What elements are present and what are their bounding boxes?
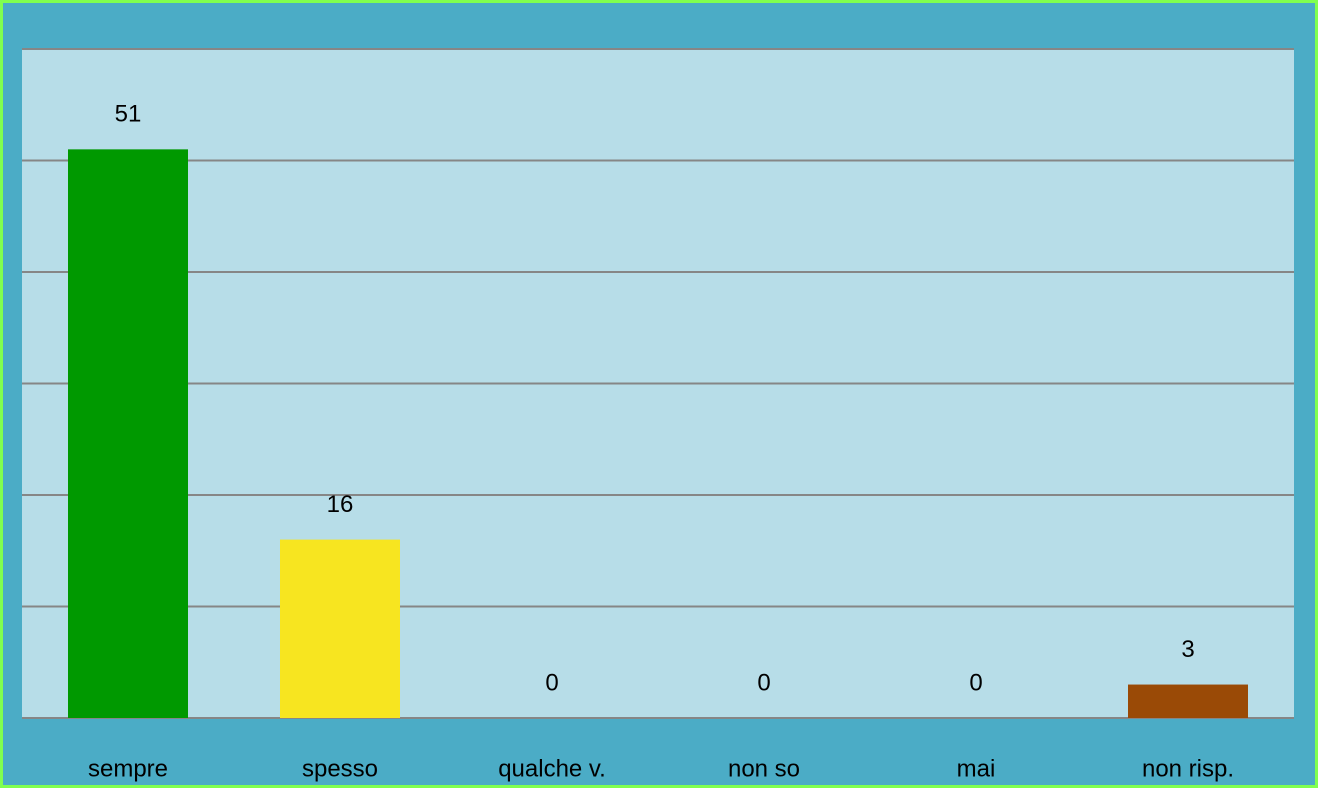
- x-tick-label: non risp.: [1142, 755, 1234, 782]
- data-label: 51: [115, 101, 142, 128]
- bar: [280, 539, 400, 718]
- bar: [1128, 684, 1248, 718]
- data-label: 0: [757, 669, 770, 696]
- x-tick-label: sempre: [88, 755, 168, 782]
- x-tick-label: non so: [728, 755, 800, 782]
- x-tick-label: spesso: [302, 755, 378, 782]
- bar: [68, 149, 188, 719]
- data-label: 16: [327, 491, 354, 518]
- data-label: 3: [1181, 636, 1194, 663]
- data-label: 0: [969, 669, 982, 696]
- x-tick-label: mai: [957, 755, 996, 782]
- data-label: 0: [545, 669, 558, 696]
- x-tick-label: qualche v.: [498, 755, 606, 782]
